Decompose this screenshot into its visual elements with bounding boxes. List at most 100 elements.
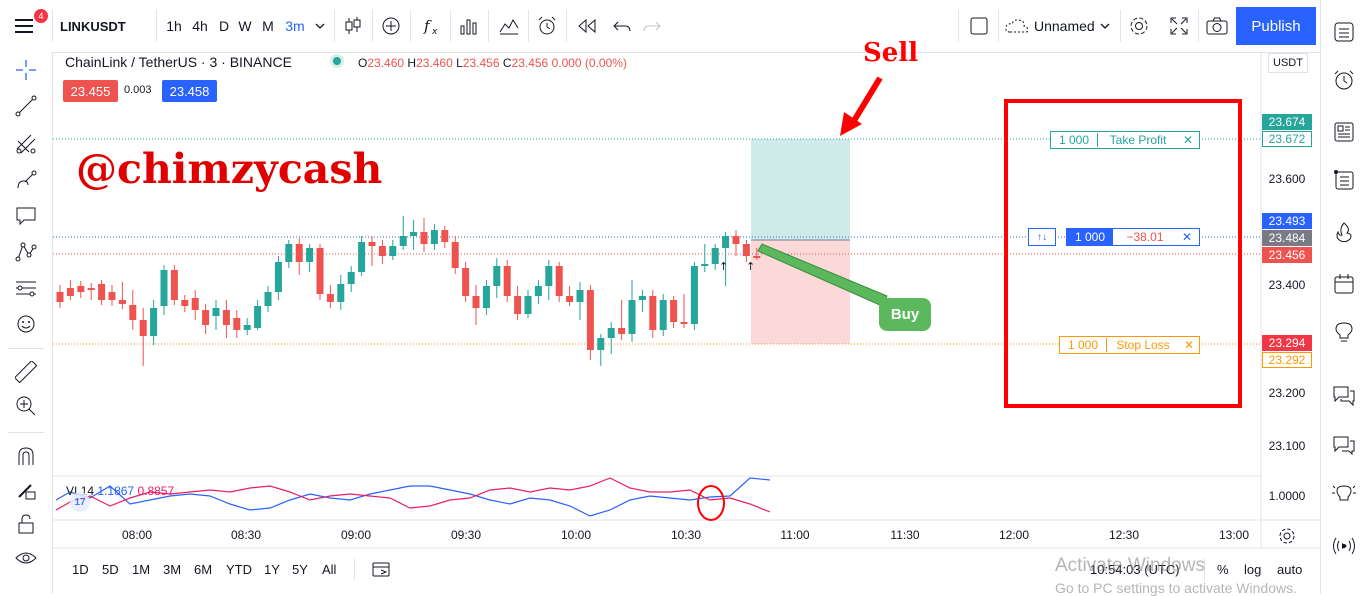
tradingview-logo-icon: 17 [70,492,90,512]
hotlist-icon[interactable] [1330,218,1358,246]
crosshair-icon[interactable] [12,56,40,84]
log-toggle[interactable]: log [1244,562,1262,577]
symbol-search[interactable]: LINKUSDT [60,18,126,34]
activation-subtitle: Go to PC settings to activate Windows. [1055,580,1297,596]
stop-loss-order[interactable]: 1 000 Stop Loss ✕ [1059,336,1200,354]
candle-body [399,236,407,246]
candle-body [150,308,158,336]
currency-label[interactable]: USDT [1268,53,1308,73]
calendar-icon[interactable] [1330,270,1358,298]
templates-icon[interactable] [496,10,522,42]
candle-body [316,248,324,294]
undo-icon[interactable] [610,10,634,42]
redo-icon[interactable] [640,10,664,42]
layout-name[interactable]: Unnamed [1034,18,1095,34]
ideas-lightbulb-icon[interactable] [1330,318,1358,346]
blue-price-label: 23.493 [1262,213,1312,229]
ruler-icon[interactable] [12,358,40,386]
publish-button[interactable]: Publish [1236,7,1316,45]
symbol-title[interactable]: ChainLink / TetherUS · 3 · BINANCE [65,54,292,70]
range-6m[interactable]: 6M [194,562,213,577]
candle-body [66,288,74,296]
interval-w[interactable]: W [238,18,252,34]
alert-icon[interactable] [534,10,560,42]
candles-icon[interactable] [340,10,366,42]
compare-add-icon[interactable] [378,10,404,42]
chevron-down-icon[interactable] [1098,10,1112,42]
take-profit-order[interactable]: 1 000 Take Profit ✕ [1050,131,1200,149]
lock-icon[interactable] [12,510,40,538]
watchlist-icon[interactable] [1330,18,1358,46]
financials-icon[interactable] [456,10,482,42]
candle-body [254,306,262,328]
interval-3m[interactable]: 3m [285,18,305,34]
magnet-icon[interactable] [12,442,40,470]
camera-icon[interactable] [1204,10,1230,42]
pattern-icon[interactable] [12,238,40,266]
candle-body [87,288,95,290]
menu-icon[interactable] [10,10,40,42]
close-icon[interactable]: ✕ [1181,230,1193,244]
range-all[interactable]: All [322,562,337,577]
sell-button[interactable]: 23.455 [63,80,118,102]
candle-body [77,286,85,292]
market-status-dot [333,57,341,65]
profit-zone [751,139,850,240]
close-icon[interactable]: ✕ [1183,338,1195,352]
candle-body [711,248,719,264]
interval-4h[interactable]: 4h [192,18,208,34]
candle-body [306,248,314,262]
vi-legend[interactable]: VI 14 1.1867 0.8857 [66,484,175,498]
go-to-date-icon[interactable] [372,561,392,579]
brush-icon[interactable] [12,166,40,194]
candle-body [670,300,678,322]
candle-body [524,296,532,314]
range-1y[interactable]: 1Y [264,562,280,577]
range-3m[interactable]: 3M [163,562,182,577]
trend-line-icon[interactable] [12,92,40,120]
range-5y[interactable]: 5Y [292,562,308,577]
replay-icon[interactable] [574,10,600,42]
reverse-position-button[interactable]: ↑↓ [1028,228,1056,246]
right-widget-toolbar [1320,0,1366,594]
interval-d[interactable]: D [218,18,230,34]
tp-qty: 1 000 [1051,133,1098,147]
auto-toggle[interactable]: auto [1277,562,1303,577]
eye-icon[interactable] [12,544,40,572]
percent-toggle[interactable]: % [1217,562,1229,577]
candle-body [659,300,667,330]
prediction-icon[interactable] [12,274,40,302]
chat-bubbles-icon[interactable] [1330,430,1358,458]
data-window-icon[interactable] [1330,166,1358,194]
close-icon[interactable]: ✕ [1182,133,1194,147]
smiley-icon[interactable] [12,310,40,338]
gear-icon[interactable] [1126,10,1152,42]
lock-drawing-pencil-icon[interactable] [12,476,40,504]
candle-body [566,296,574,302]
gear-icon[interactable] [1278,527,1298,547]
broadcast-icon[interactable] [1330,532,1358,560]
streams-bulb-icon[interactable] [1330,480,1358,508]
alarm-clock-icon[interactable] [1330,66,1358,94]
chats-icon[interactable] [1330,382,1358,410]
buy-button[interactable]: 23.458 [162,80,217,102]
time-tick: 13:00 [1218,528,1250,542]
zoom-in-icon[interactable] [12,392,40,420]
interval-1h[interactable]: 1h [166,18,182,34]
chevron-down-icon[interactable] [312,10,328,42]
layout-select-icon[interactable] [966,10,992,42]
text-note-icon[interactable] [12,202,40,230]
range-ytd[interactable]: YTD [226,562,252,577]
utc-clock[interactable]: 10:54:03 (UTC) [1090,562,1180,577]
fullscreen-icon[interactable] [1166,10,1192,42]
fib-retracement-icon[interactable] [12,130,40,158]
range-1d[interactable]: 1D [72,562,89,577]
range-5d[interactable]: 5D [102,562,119,577]
range-1m[interactable]: 1M [132,562,151,577]
position-order[interactable]: 1 000 −38.01 ✕ [1066,228,1200,246]
news-icon[interactable] [1330,118,1358,146]
interval-m[interactable]: M [262,18,274,34]
tp-price-label: 23.674 [1262,114,1312,130]
